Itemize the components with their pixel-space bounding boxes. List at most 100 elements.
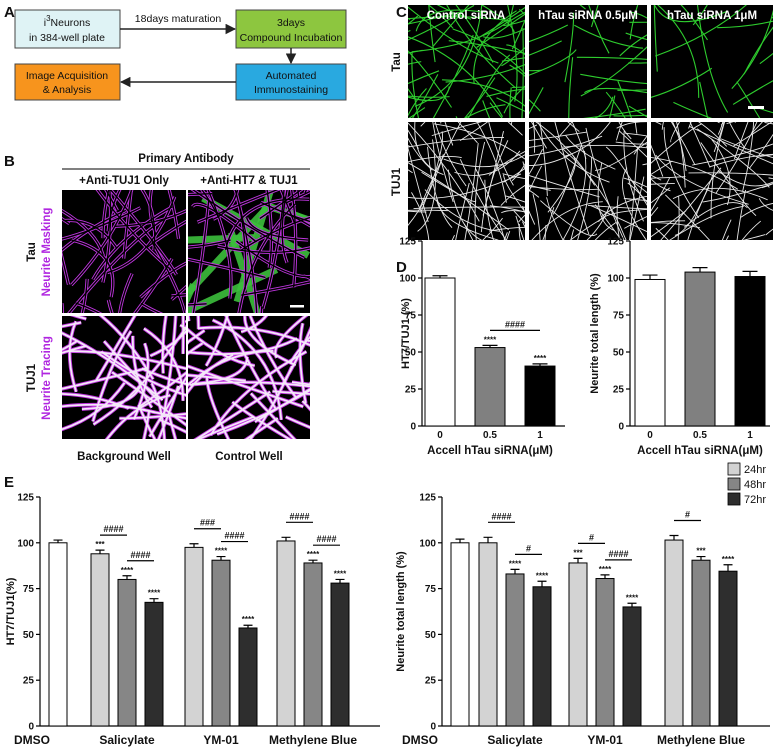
- y-tick-label: 125: [17, 493, 34, 504]
- fiber: [464, 77, 496, 118]
- comparison-label: #: [685, 509, 690, 519]
- fiber: [673, 101, 713, 118]
- bar: [622, 606, 642, 727]
- fiber: [139, 262, 186, 298]
- y-tick-label: 0: [618, 422, 624, 433]
- fiber: [241, 281, 310, 296]
- fiber: [444, 122, 454, 146]
- significance: ****: [148, 589, 161, 598]
- comparison-label: ####: [130, 550, 150, 560]
- fiber: [207, 190, 232, 299]
- fiber: [246, 217, 309, 241]
- significance: ****: [121, 566, 134, 575]
- fiber: [531, 122, 547, 149]
- fiber: [62, 254, 70, 285]
- micrograph: [651, 5, 773, 118]
- fiber: [651, 67, 713, 98]
- fiber: [254, 388, 310, 423]
- column-header: Control siRNA: [427, 10, 506, 22]
- y-tick-label: 25: [613, 385, 625, 396]
- fiber: [507, 122, 523, 136]
- panel-label: A: [4, 4, 15, 21]
- significance: ****: [242, 615, 255, 624]
- fiber: [501, 57, 525, 62]
- error-bar: [669, 534, 679, 541]
- fiber: [95, 316, 136, 381]
- fiber: [605, 91, 626, 118]
- fiber: [561, 144, 647, 149]
- fiber: [651, 123, 703, 164]
- comparison-label: #: [589, 532, 594, 542]
- fiber: [75, 302, 101, 313]
- comparison-label: ####: [289, 511, 309, 521]
- fiber: [158, 418, 186, 433]
- fiber: [197, 190, 279, 223]
- fiber: [192, 199, 210, 313]
- fiber: [618, 122, 632, 140]
- fiber: [408, 146, 429, 223]
- fiber: [482, 217, 503, 240]
- micrograph: [408, 122, 525, 240]
- fiber: [137, 404, 156, 439]
- significance: ****: [534, 354, 547, 363]
- fiber: [503, 85, 525, 114]
- y-tick-label: 0: [410, 422, 416, 433]
- fiber: [571, 122, 587, 160]
- micrograph: [188, 316, 310, 439]
- y-tick-label: 75: [425, 584, 437, 595]
- bar: [330, 582, 350, 727]
- error-bar: [482, 344, 498, 348]
- error-bar: [510, 568, 520, 574]
- fiber: [197, 326, 310, 347]
- significance: ***: [573, 548, 583, 557]
- fiber: [615, 141, 647, 145]
- fiber: [188, 303, 207, 306]
- fiber: [299, 323, 307, 404]
- fiber: [580, 73, 647, 85]
- fiber: [531, 201, 603, 240]
- fiber: [411, 52, 420, 118]
- row-label: TUJ1: [391, 167, 403, 196]
- y-tick-label: 50: [23, 630, 35, 641]
- panel-header: Primary Antibody: [138, 153, 234, 165]
- fiber: [546, 197, 564, 240]
- fiber: [432, 5, 470, 47]
- micrograph: [62, 190, 186, 313]
- column-header: +Anti-HT7 & TUJ1: [200, 175, 298, 187]
- fiber: [542, 207, 555, 240]
- fiber: [512, 86, 525, 89]
- significance: ***: [95, 540, 105, 549]
- legend-swatch: [727, 477, 741, 491]
- fiber: [420, 122, 426, 127]
- fiber: [81, 278, 88, 313]
- fiber: [711, 139, 731, 206]
- bar: [568, 562, 588, 727]
- bar: [532, 586, 552, 727]
- fiber: [651, 210, 687, 238]
- bar: [90, 553, 110, 727]
- fiber: [504, 195, 525, 203]
- flow-box: [235, 9, 347, 49]
- bar: [117, 578, 137, 727]
- fiber: [307, 339, 310, 343]
- fiber: [748, 133, 773, 169]
- legend-swatch: [727, 462, 741, 476]
- y-tick-label: 0: [430, 722, 436, 733]
- box-text: in 384-well plate: [29, 32, 105, 44]
- fiber: [692, 143, 773, 166]
- fiber: [143, 327, 184, 401]
- fiber: [629, 5, 639, 40]
- fiber: [92, 330, 132, 422]
- fiber: [408, 6, 499, 64]
- fiber: [500, 184, 525, 206]
- panel-label: E: [4, 474, 14, 491]
- y-axis-label: HT7/TUJ1 (%): [400, 298, 412, 369]
- fiber: [457, 122, 478, 144]
- bar-chart: 0 25 50 75 100 125 Neurite total length (%) DMS…: [395, 462, 770, 747]
- fiber: [70, 190, 133, 286]
- error-bar: [573, 557, 583, 563]
- fiber: [105, 190, 119, 211]
- fiber: [107, 190, 121, 232]
- y-tick-label: 50: [425, 630, 437, 641]
- fiber: [507, 5, 514, 27]
